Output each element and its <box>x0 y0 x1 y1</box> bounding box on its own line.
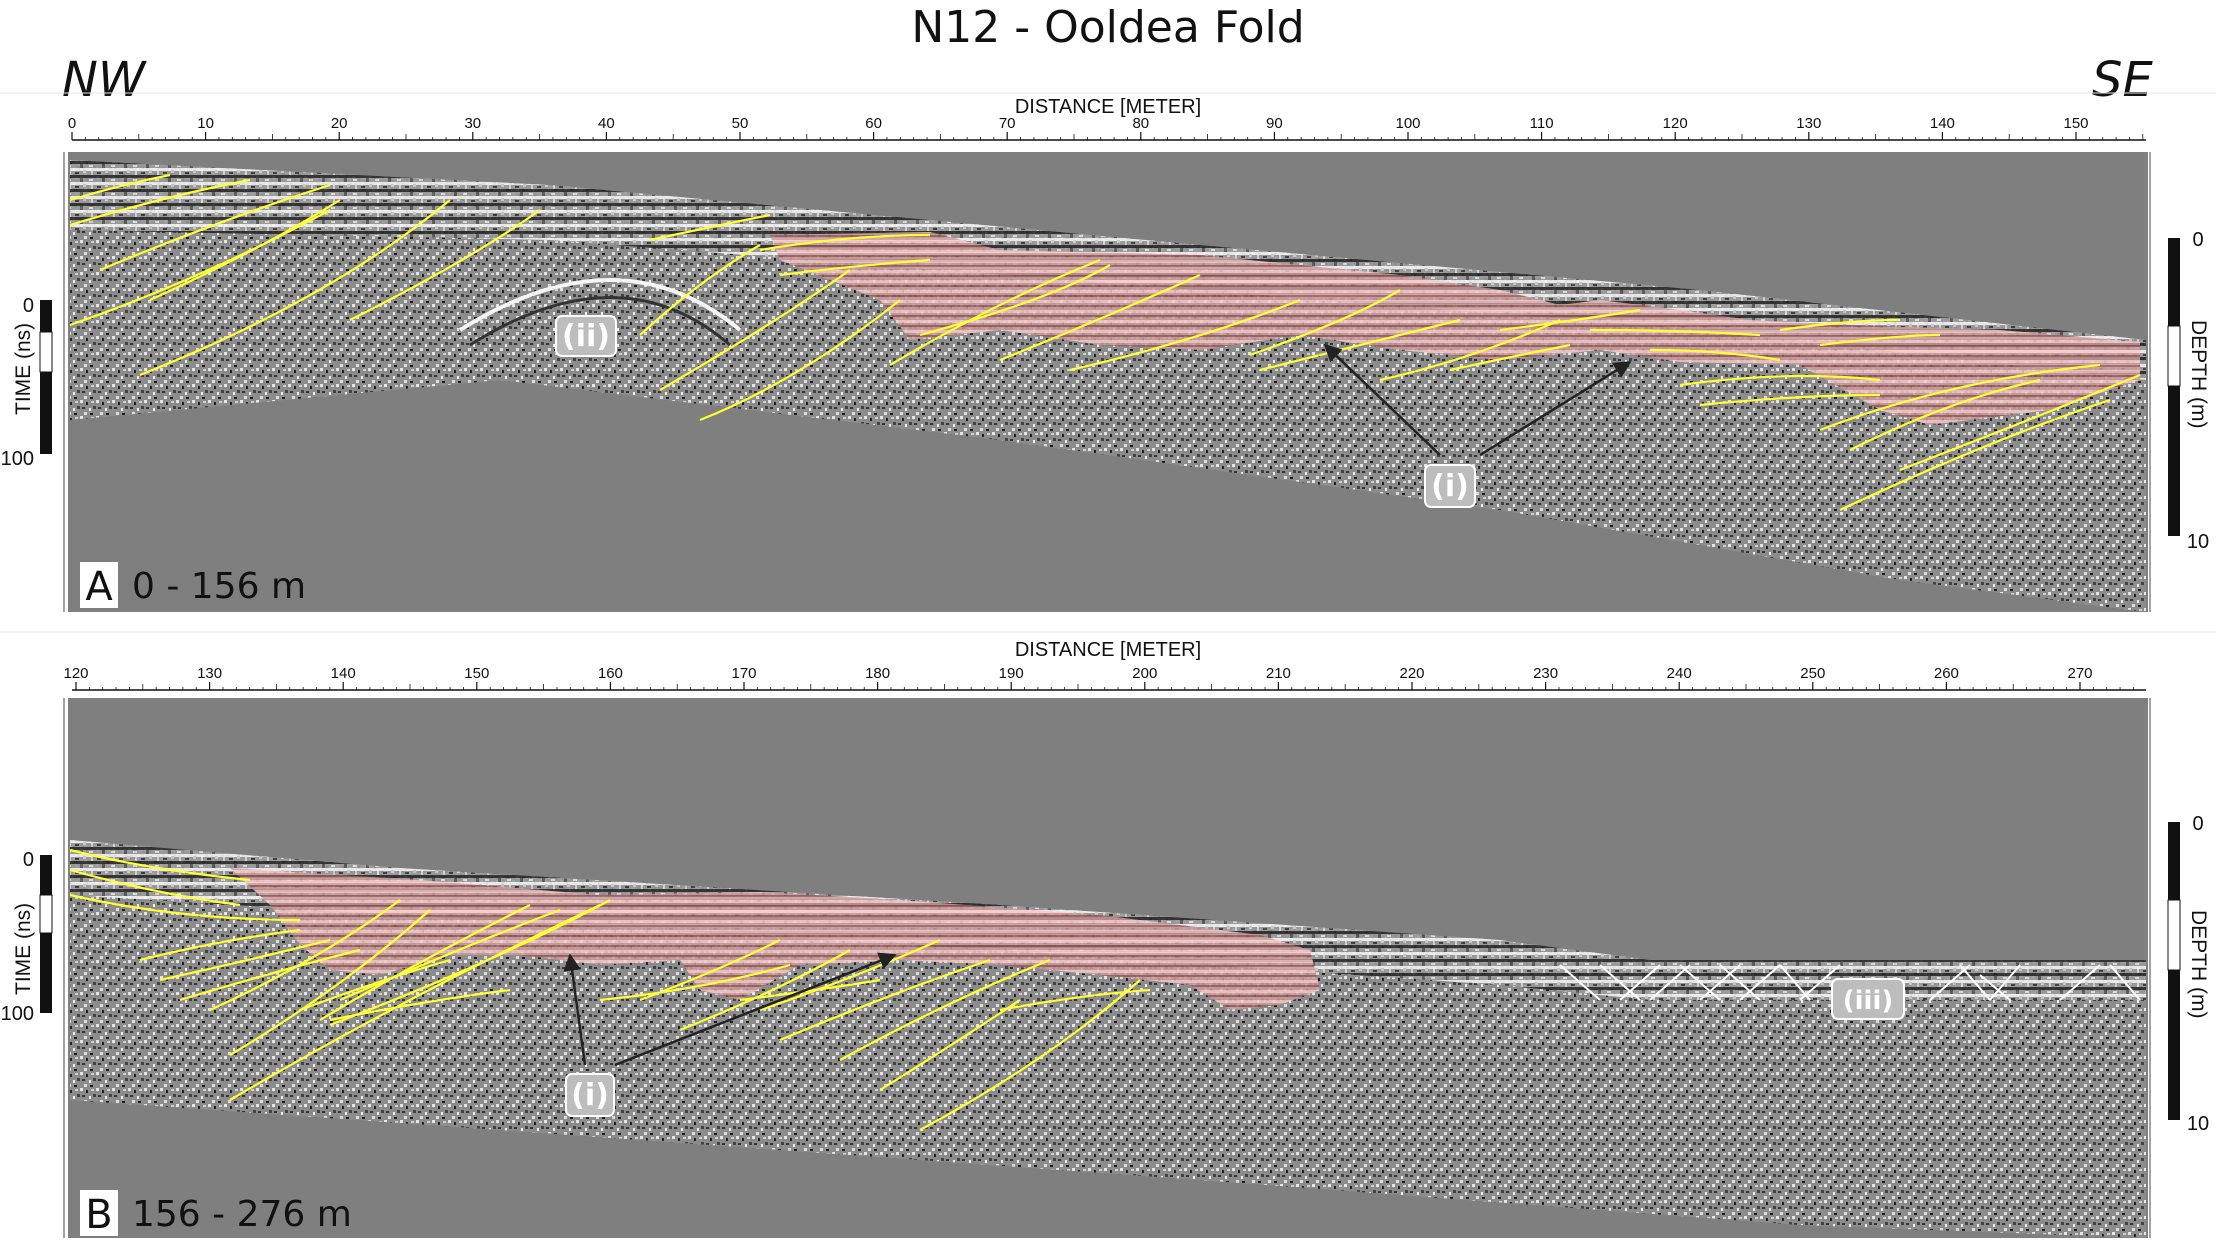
direction-nw-label: NW <box>62 52 146 108</box>
panel-b-x-tick-label: 190 <box>999 665 1024 682</box>
panel-b-x-tick-label: 250 <box>1800 665 1825 682</box>
panel-a-depth-scale-title: DEPTH (m) <box>2187 320 2210 429</box>
panel-b-depth-scale-title: DEPTH (m) <box>2187 910 2210 1019</box>
panel-a-letter-box <box>80 562 118 608</box>
panel-a-x-tick-label: 80 <box>1132 115 1149 132</box>
panel-b-shaded-unit <box>230 868 1320 1010</box>
panel-b-arrow-i-left <box>563 953 587 1066</box>
panel-a-letter: A <box>85 564 113 610</box>
panel-b-yellow-reflectors <box>69 848 1151 1131</box>
panel-a-time-scale-bar <box>40 372 52 454</box>
panel-b-x-tick-label: 130 <box>197 665 222 682</box>
panel-a-annotation-ii: (ii) <box>562 319 610 354</box>
panel-a-x-tick-label: 140 <box>1930 115 1955 132</box>
panel-b-letter-box <box>80 1190 118 1236</box>
panel-a-depth-scale-bar <box>2168 386 2180 536</box>
panel-b-x-tick-label: 220 <box>1399 665 1424 682</box>
panel-b: DISTANCE [METER] 120 130 140 150 160 170 180 19… <box>0 631 2216 1238</box>
panel-b-annotation-i: (i) <box>571 1078 609 1113</box>
panel-b-x-tick-label: 240 <box>1667 665 1692 682</box>
panel-b-depth-tick-0: 0 <box>2192 813 2203 835</box>
panel-a-x-tick-label: 40 <box>598 115 615 132</box>
panel-b-time-tick-0: 0 <box>23 849 34 871</box>
panel-b-x-tick-label: 180 <box>865 665 890 682</box>
panel-a-x-tick-label: 30 <box>464 115 481 132</box>
panel-a-x-tick-label: 110 <box>1530 115 1554 132</box>
panel-b-depth-scale-bar <box>2168 970 2180 1120</box>
panel-b-x-tick-label: 270 <box>2067 665 2092 682</box>
panel-a-x-tick-label: 70 <box>999 115 1016 132</box>
panel-a-annotation-i-box <box>1424 464 1476 508</box>
panel-a-annotation-i: (i) <box>1431 469 1469 504</box>
panel-b-x-tick-label: 160 <box>598 665 623 682</box>
panel-b-depth-scale-bar <box>2168 822 2180 900</box>
panel-a-time-tick-100: 100 <box>1 448 34 470</box>
panel-b-time-scale-bar <box>40 933 52 1013</box>
panel-a-x-tick-label: 50 <box>732 115 749 132</box>
panel-a-arrow-i-left <box>1323 343 1441 456</box>
panel-b-x-tick-label: 200 <box>1132 665 1157 682</box>
panel-b-depth-tick-10: 10 <box>2187 1113 2209 1135</box>
panel-a-x-tick-label: 20 <box>331 115 348 132</box>
panel-a-x-tick-label: 60 <box>865 115 882 132</box>
figure-title: N12 - Ooldea Fold <box>911 2 1305 53</box>
panel-b-x-tick-label: 260 <box>1934 665 1959 682</box>
panel-a-x-ticks: 0 10 20 30 40 50 60 70 80 90 100 110 120 130 140 150 <box>68 115 2144 140</box>
panel-a-x-tick-label: 10 <box>197 115 214 132</box>
panel-a-yellow-reflectors <box>69 173 2141 511</box>
panel-a-depth-tick-0: 0 <box>2192 229 2203 251</box>
panel-b-x-tick-label: 170 <box>731 665 756 682</box>
panel-b-depth-scale-bar <box>2167 899 2181 971</box>
panel-b-x-tick-label: 210 <box>1266 665 1291 682</box>
panel-a-depth-scale-bar <box>2167 325 2181 387</box>
direction-se-label: SE <box>2092 52 2153 108</box>
panel-a-x-tick-label: 90 <box>1266 115 1283 132</box>
panel-a-arrow-i-right <box>1479 360 1632 457</box>
panel-a-time-tick-0: 0 <box>23 295 34 317</box>
panel-a-x-tick-label: 100 <box>1395 115 1420 132</box>
panel-b-annotation-iii: (iii) <box>1843 986 1894 1016</box>
panel-a-x-tick-label: 0 <box>68 115 76 132</box>
panel-b-x-axis-title: DISTANCE [METER] <box>1015 639 1201 661</box>
panel-b-time-scale-bar <box>39 894 53 934</box>
panel-a-x-tick-label: 150 <box>2063 115 2088 132</box>
panel-a-range-label: 0 - 156 m <box>132 566 306 607</box>
panel-a-anticline-reflector <box>469 296 731 347</box>
panel-b-time-scale-title: TIME (ns) <box>12 903 35 995</box>
panel-b-arrow-i-right <box>614 952 897 1067</box>
panel-b-time-scale-bar <box>40 855 52 895</box>
panel-b-annotation-i-box <box>565 1073 615 1117</box>
panel-b-annotation-iii-box <box>1831 978 1905 1020</box>
panel-b-time-tick-100: 100 <box>1 1003 34 1025</box>
panel-b-letter: B <box>85 1192 112 1238</box>
panel-a-depth-tick-10: 10 <box>2187 531 2209 553</box>
panel-a: DISTANCE [METER] 0 10 20 30 40 50 60 70 80 90 100 1… <box>0 92 2216 612</box>
panel-a-x-tick-label: 120 <box>1663 115 1688 132</box>
panel-b-fault-lines <box>1559 964 2141 1001</box>
panel-a-radargram <box>70 160 2146 612</box>
panel-b-x-tick-label: 140 <box>331 665 356 682</box>
panel-b-x-tick-label: 120 <box>63 665 88 682</box>
panel-a-time-scale-bar <box>39 331 53 373</box>
panel-b-x-ticks: 120 130 140 150 160 170 180 190 200 210 220 230 240 2… <box>63 665 2134 690</box>
panel-a-shaded-unit <box>770 232 2140 425</box>
panel-a-depth-scale-bar <box>2168 238 2180 326</box>
panel-b-x-tick-label: 150 <box>464 665 489 682</box>
panel-b-range-label: 156 - 276 m <box>132 1194 352 1235</box>
panel-a-time-scale-bar <box>40 300 52 332</box>
panel-a-anticline-reflector <box>458 278 742 332</box>
panel-b-x-tick-label: 230 <box>1533 665 1558 682</box>
panel-a-annotation-ii-box <box>555 315 617 357</box>
panel-a-x-tick-label: 130 <box>1796 115 1821 132</box>
panel-a-x-axis-title: DISTANCE [METER] <box>1015 96 1201 118</box>
panel-a-time-scale-title: TIME (ns) <box>12 323 35 415</box>
